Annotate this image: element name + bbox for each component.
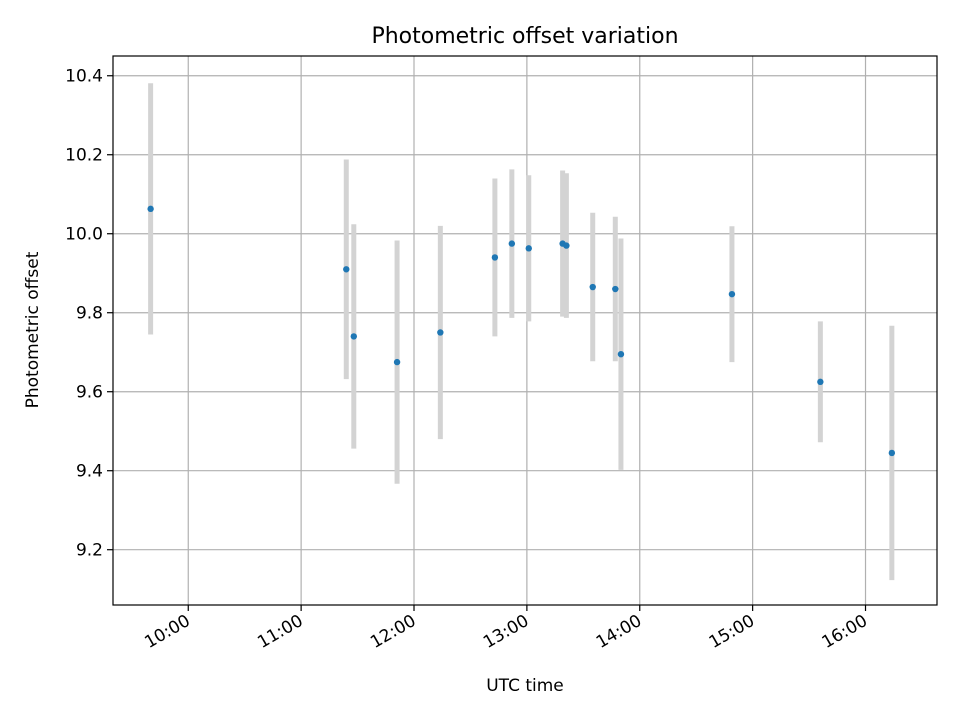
y-tick-label: 9.8 [76,304,103,324]
data-point [437,329,444,336]
chart-title: Photometric offset variation [371,24,678,49]
data-point [617,350,625,358]
y-tick-label: 10.4 [65,67,103,87]
plot-area-frame [112,55,938,606]
data-point [888,449,896,457]
point-layer [147,205,896,457]
data-point [525,245,532,252]
data-point [817,378,824,386]
data-point [147,205,154,213]
data-point [612,285,619,293]
x-axis-label: UTC time [486,676,564,696]
data-point [728,290,736,298]
data-point [491,254,499,261]
data-point [563,242,570,249]
data-point [343,266,350,273]
y-tick-label: 9.6 [76,383,103,403]
y-tick-label: 10.2 [65,146,103,166]
data-point [350,333,358,340]
y-tick-label: 10.0 [65,225,103,245]
data-point [393,358,401,366]
data-point [508,240,516,247]
grid-layer [113,56,937,605]
y-tick-label: 9.4 [76,462,103,482]
y-axis-label: Photometric offset [23,251,43,408]
y-axis-ticks: 9.2 9.4 9.6 9.8 10.0 10.2 10.4 [65,67,113,561]
data-point [589,283,596,291]
y-tick-label: 9.2 [76,541,103,561]
